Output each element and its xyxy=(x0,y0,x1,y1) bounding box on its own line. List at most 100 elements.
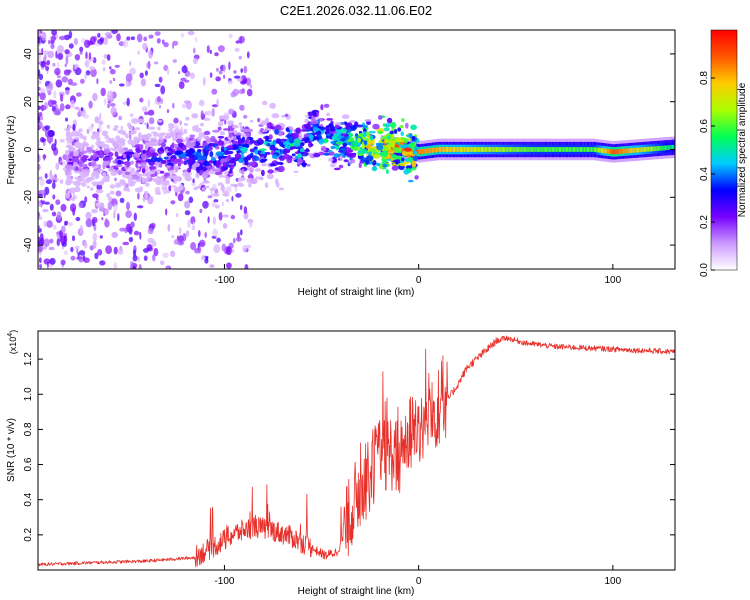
spectrogram-cell xyxy=(325,139,329,143)
spectrogram-cell xyxy=(475,147,477,152)
spectrogram-cell xyxy=(220,185,225,192)
spectrogram-cell xyxy=(196,136,202,142)
spectrogram-cell xyxy=(365,159,370,165)
spectrogram-cell xyxy=(254,148,259,155)
spectrogram-cell xyxy=(480,147,483,152)
spectrogram-cell xyxy=(342,142,348,148)
spectrogram-cell xyxy=(487,147,490,152)
spectrogram-cell xyxy=(655,146,657,151)
spectrogram-cell xyxy=(114,177,117,182)
spectrogram-cell xyxy=(170,158,175,162)
spectrogram-cell xyxy=(382,123,387,127)
spectrogram-cell xyxy=(295,127,301,134)
spectrogram-cell xyxy=(52,62,56,67)
spectrogram-cell xyxy=(177,240,185,246)
spectrogram-cell xyxy=(228,61,231,71)
spectrogram-cell xyxy=(491,147,493,152)
spectrogram-cell xyxy=(64,63,68,68)
spectrogram-cell xyxy=(192,125,197,132)
spectrogram-cell xyxy=(459,147,462,152)
spectrogram-cell xyxy=(462,147,464,152)
spectrogram-cell xyxy=(118,115,123,121)
spectrogram-cell xyxy=(90,144,95,149)
spectrogram-cell xyxy=(269,144,276,151)
spectrogram-cell xyxy=(91,181,99,186)
spectrogram-cell xyxy=(130,36,136,41)
spectrogram-cell xyxy=(117,213,120,222)
spectrogram-cell xyxy=(495,147,498,152)
snr-y-tick-label: 1.0 xyxy=(23,387,34,401)
spectrogram-cell xyxy=(43,258,51,265)
spectrogram-cell xyxy=(132,249,137,257)
spectrogram-cell xyxy=(97,168,105,172)
spectrogram-cell xyxy=(390,140,396,144)
spectrogram-cell xyxy=(200,110,204,118)
spectrogram-cell xyxy=(56,75,62,79)
spectrogram-cell xyxy=(40,237,45,246)
spectrogram-cell xyxy=(653,146,655,152)
spectrogram-cell xyxy=(65,55,69,65)
spectrogram-cell xyxy=(391,154,397,159)
spectrogram-cell xyxy=(141,163,147,167)
spectrogram-cell xyxy=(92,92,98,102)
spectrogram-cell xyxy=(310,143,314,147)
spectrogram-cell xyxy=(69,197,73,201)
spectrogram-cell xyxy=(136,167,140,171)
spectrogram-cell xyxy=(185,171,192,176)
spectrogram-cell xyxy=(222,114,229,121)
spectrogram-cell xyxy=(82,143,90,147)
spectrogram-cell xyxy=(191,181,196,187)
spectrogram-cell xyxy=(633,147,635,153)
spectrogram-cell xyxy=(240,229,243,236)
spectrogram-cell xyxy=(209,49,212,55)
spectrogram-cell xyxy=(103,144,110,150)
spectrogram-cell xyxy=(214,171,223,176)
spectrogram-cell xyxy=(141,173,148,177)
spectrogram-cell xyxy=(49,203,54,211)
spectrogram-cell xyxy=(138,118,145,124)
spectrogram-cell xyxy=(168,169,176,175)
spectrogram-cell xyxy=(184,79,190,83)
chart-title: C2E1.2026.032.11.06.E02 xyxy=(280,3,432,18)
spectrogram-cell xyxy=(387,149,395,153)
spectrogram-cell xyxy=(560,147,562,152)
spectrogram-cell xyxy=(646,146,648,152)
spectrogram-panel: -40 -20 0 20 40 -100 0 100 Frequency (Hz) Heig… xyxy=(6,29,676,298)
spectrogram-cell xyxy=(56,238,60,247)
spectrogram-cell xyxy=(112,148,118,152)
spectrogram-cell xyxy=(130,113,134,118)
spectrogram-cell xyxy=(64,49,70,55)
spectrogram-cell xyxy=(203,130,211,136)
spectrogram-cell xyxy=(242,244,247,253)
spectrogram-cell xyxy=(132,175,140,180)
spectrogram-cell xyxy=(213,244,221,254)
spectrogram-cell xyxy=(66,144,71,148)
spectrogram-cell xyxy=(197,246,202,254)
spectrogram-cell xyxy=(90,157,96,161)
spectrogram-cell xyxy=(274,178,279,185)
spectrogram-cell xyxy=(288,136,294,141)
spectrogram-cell xyxy=(137,256,140,262)
spectrogram-cell xyxy=(178,226,182,236)
spectrogram-cell xyxy=(70,100,75,109)
spectrogram-cell xyxy=(160,137,165,141)
spectrogram-cell xyxy=(178,71,181,75)
spectrogram-cell xyxy=(101,59,107,65)
spectrogram-cell xyxy=(165,208,168,216)
spectrogram-cell xyxy=(83,242,88,249)
spectrogram-cell xyxy=(244,156,252,161)
spectrogram-cell xyxy=(310,121,319,125)
colorbar-gradient xyxy=(710,29,738,271)
spectrogram-cell xyxy=(163,42,169,48)
spectrogram-cell xyxy=(484,147,486,152)
spectrogram-cell xyxy=(657,146,660,151)
spectrogram-cell xyxy=(260,159,266,163)
spectrogram-cell xyxy=(65,137,74,142)
spectrogram-cell xyxy=(73,186,81,193)
spectrogram-cell xyxy=(223,74,226,79)
spectrogram-cell xyxy=(231,144,239,150)
spectrogram-cell xyxy=(535,147,537,152)
spectrogram-cell xyxy=(99,235,104,239)
spectrogram-cell xyxy=(148,117,155,125)
spectrogram-cell xyxy=(152,254,156,262)
